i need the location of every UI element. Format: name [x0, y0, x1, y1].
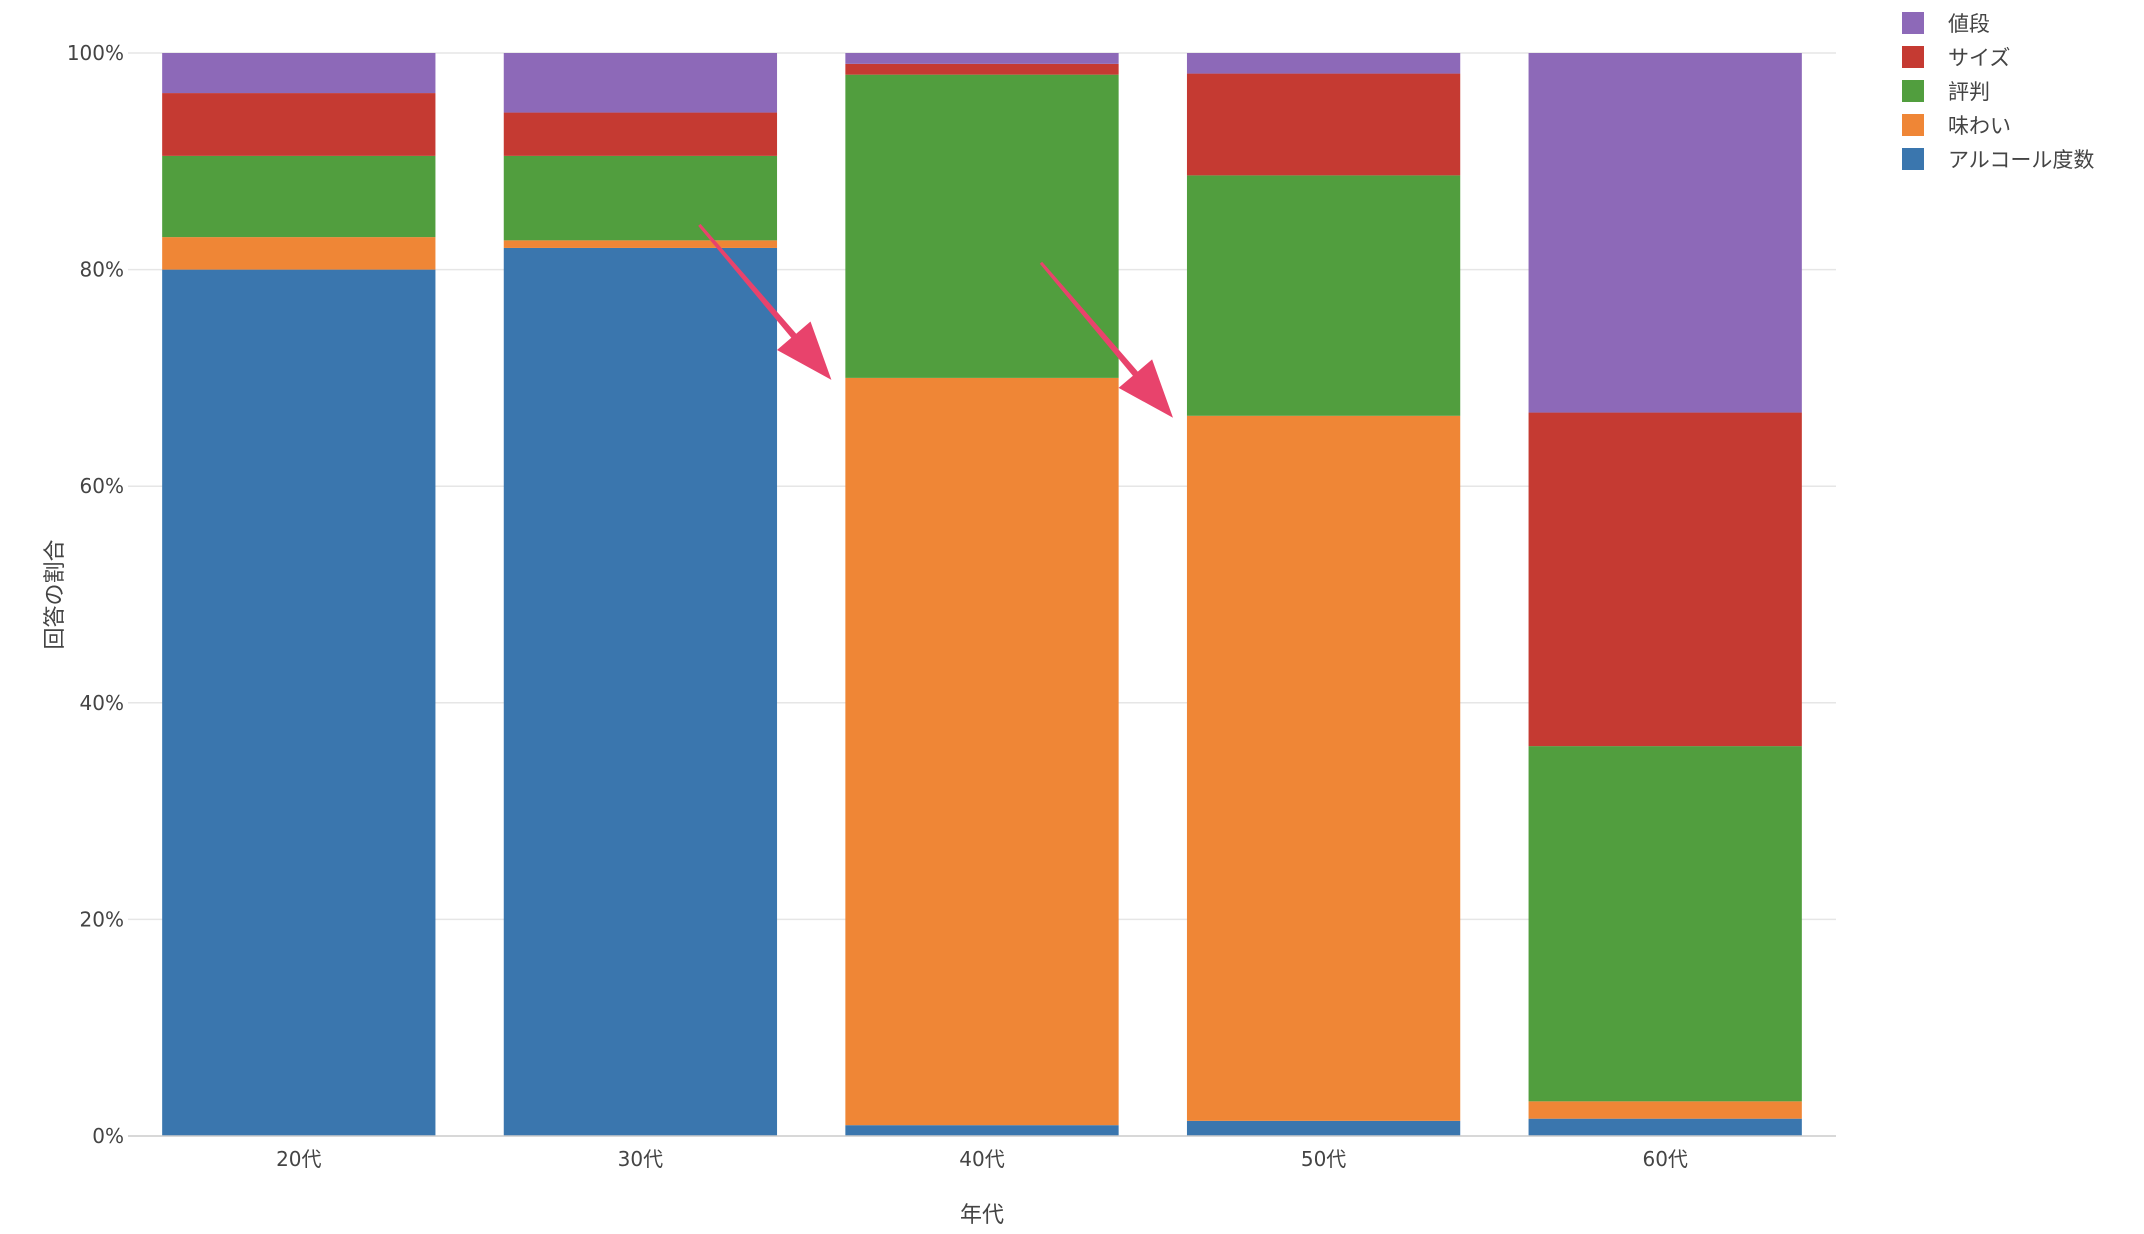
bar-segment [1186, 415, 1461, 1121]
legend-item: アルコール度数 [1902, 148, 2094, 172]
y-tick-label: 0% [92, 1124, 124, 1148]
bar-segment [162, 237, 436, 270]
bar-segment [845, 1125, 1119, 1136]
legend-label: 味わい [1948, 114, 2011, 138]
x-tick-label: 50代 [1301, 1147, 1346, 1171]
bar-segment [845, 377, 1119, 1126]
legend-swatch [1902, 46, 1924, 68]
x-tick-label: 30代 [618, 1147, 663, 1171]
bars [162, 53, 1802, 1137]
bar-segment [845, 74, 1119, 378]
bar-segment [1528, 53, 1802, 413]
bar-segment [162, 155, 436, 238]
legend-swatch [1902, 80, 1924, 102]
y-tick-label: 60% [80, 474, 124, 498]
bar-segment [162, 53, 436, 94]
bar-segment [845, 53, 1119, 64]
legend-swatch [1902, 148, 1924, 170]
y-tick-label: 40% [80, 691, 124, 715]
bar-segment [1528, 1118, 1802, 1136]
x-tick-label: 40代 [959, 1147, 1004, 1171]
y-tick-label: 100% [67, 41, 124, 65]
bar-segment [503, 247, 778, 1136]
bar-segment [503, 240, 778, 248]
bar-segment [1528, 746, 1802, 1102]
bar-segment [845, 63, 1119, 75]
y-tick-label: 80% [80, 258, 124, 282]
x-tick-label: 20代 [276, 1147, 321, 1171]
y-axis-ticks: 0% 20% 40% 60% 80% 100% [67, 41, 124, 1148]
legend-item: 味わい [1902, 114, 2011, 138]
annotation-arrow [698, 223, 832, 380]
legend-label: 値段 [1948, 12, 1990, 36]
bar-segment [1186, 1120, 1461, 1136]
annotations [698, 223, 1173, 418]
legend-swatch [1902, 12, 1924, 34]
bar-segment [1186, 53, 1461, 74]
bar-segment [162, 269, 436, 1137]
y-tick-label: 20% [80, 907, 124, 931]
bar-segment [1186, 73, 1461, 176]
bar-segment [1186, 175, 1461, 416]
x-tick-label: 60代 [1642, 1147, 1687, 1171]
legend-label: サイズ [1948, 46, 2010, 70]
bar-segment [1528, 1101, 1802, 1119]
y-axis-title: 回答の割合 [43, 539, 68, 649]
legend-swatch [1902, 114, 1924, 136]
legend-label: 評判 [1948, 80, 1990, 104]
legend-item: サイズ [1902, 46, 2010, 70]
bar-segment [162, 93, 436, 156]
bar-segment [503, 155, 778, 241]
legend-item: 値段 [1902, 12, 1990, 36]
x-axis-title: 年代 [960, 1203, 1004, 1228]
legend-label: アルコール度数 [1948, 148, 2094, 172]
bar-segment [503, 53, 778, 113]
annotation-arrow [1039, 261, 1173, 418]
bar-segment [1528, 412, 1802, 747]
x-axis-ticks: 20代 30代 40代 50代 60代 [276, 1147, 1688, 1171]
bar-segment [503, 112, 778, 156]
legend-item: 評判 [1902, 80, 1990, 104]
